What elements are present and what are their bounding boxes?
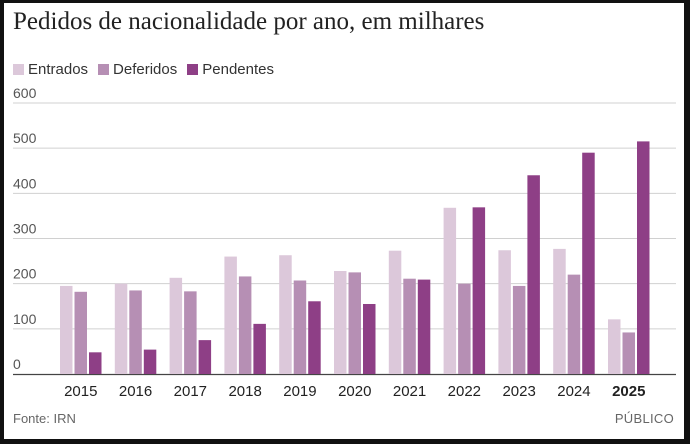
y-tick-label: 600 xyxy=(13,85,37,101)
bar-deferidos-2016 xyxy=(129,290,142,374)
bar-deferidos-2018 xyxy=(238,276,252,374)
bar-pendentes-2018 xyxy=(253,323,266,374)
legend-swatch-pendentes xyxy=(187,64,199,75)
bar-entrados-2016 xyxy=(114,283,128,374)
x-tick-label: 2024 xyxy=(557,383,590,400)
bar-pendentes-2017 xyxy=(198,340,212,374)
x-tick-label: 2022 xyxy=(448,383,481,400)
bar-pendentes-2016 xyxy=(143,349,157,374)
bar-pendentes-2021 xyxy=(417,279,431,374)
x-tick-label: 2025 xyxy=(612,383,645,400)
bar-deferidos-2019 xyxy=(293,280,307,374)
y-tick-label: 200 xyxy=(13,266,37,282)
legend-swatch-deferidos xyxy=(98,64,110,75)
bar-entrados-2017 xyxy=(169,277,183,374)
bar-deferidos-2025 xyxy=(622,332,635,374)
bar-entrados-2019 xyxy=(279,255,292,374)
bar-deferidos-2022 xyxy=(458,283,471,374)
bar-pendentes-2023 xyxy=(527,175,540,374)
chart-plot: 0 100 200 300 400 500 600 2015 2016 2017 2018 2019 2… xyxy=(13,85,676,400)
x-tick-label: 2020 xyxy=(338,383,371,400)
y-tick-label: 300 xyxy=(13,221,37,237)
bar-entrados-2021 xyxy=(388,250,402,374)
y-tick-label: 500 xyxy=(13,130,37,146)
bar-pendentes-2020 xyxy=(363,303,376,374)
bar-deferidos-2021 xyxy=(403,278,416,374)
y-tick-label: 400 xyxy=(13,175,37,191)
x-tick-label: 2015 xyxy=(64,383,97,400)
bar-pendentes-2025 xyxy=(637,141,650,374)
legend-label-pendentes: Pendentes xyxy=(202,61,274,78)
y-tick-label: 0 xyxy=(13,356,21,372)
bar-entrados-2022 xyxy=(443,207,457,374)
bar-pendentes-2015 xyxy=(89,352,102,374)
source-note: Fonte: IRN xyxy=(13,411,76,426)
chart-frame: Pedidos de nacionalidade por ano, em mil… xyxy=(4,3,684,439)
legend-swatch-entrados xyxy=(13,64,24,75)
bar-pendentes-2022 xyxy=(472,207,486,374)
bar-entrados-2018 xyxy=(224,256,237,374)
x-tick-label: 2016 xyxy=(119,383,152,400)
x-tick-label: 2017 xyxy=(174,383,207,400)
bar-deferidos-2015 xyxy=(74,291,87,374)
legend: Entrados Deferidos Pendentes xyxy=(13,61,284,78)
legend-item-deferidos: Deferidos xyxy=(98,61,177,78)
bar-deferidos-2023 xyxy=(512,285,526,374)
x-tick-label: 2023 xyxy=(502,383,535,400)
bar-pendentes-2024 xyxy=(582,152,595,374)
bar-entrados-2020 xyxy=(334,271,347,374)
bar-entrados-2015 xyxy=(60,285,73,374)
bar-deferidos-2024 xyxy=(567,274,581,374)
bar-entrados-2023 xyxy=(498,250,511,374)
bar-deferidos-2020 xyxy=(348,272,361,374)
legend-item-entrados: Entrados xyxy=(13,61,88,78)
legend-label-entrados: Entrados xyxy=(28,61,89,78)
x-tick-label: 2019 xyxy=(283,383,316,400)
y-tick-label: 100 xyxy=(13,311,37,327)
x-tick-label: 2018 xyxy=(228,383,261,400)
chart-title: Pedidos de nacionalidade por ano, em mil… xyxy=(13,8,485,35)
publisher-logo: PÚBLICO xyxy=(614,411,674,426)
legend-label-deferidos: Deferidos xyxy=(113,61,178,78)
bar-deferidos-2017 xyxy=(184,291,197,374)
legend-item-pendentes: Pendentes xyxy=(187,61,274,78)
x-tick-label: 2021 xyxy=(393,383,426,400)
bar-pendentes-2019 xyxy=(308,301,321,374)
bar-entrados-2024 xyxy=(553,248,566,374)
bar-entrados-2025 xyxy=(608,319,621,374)
